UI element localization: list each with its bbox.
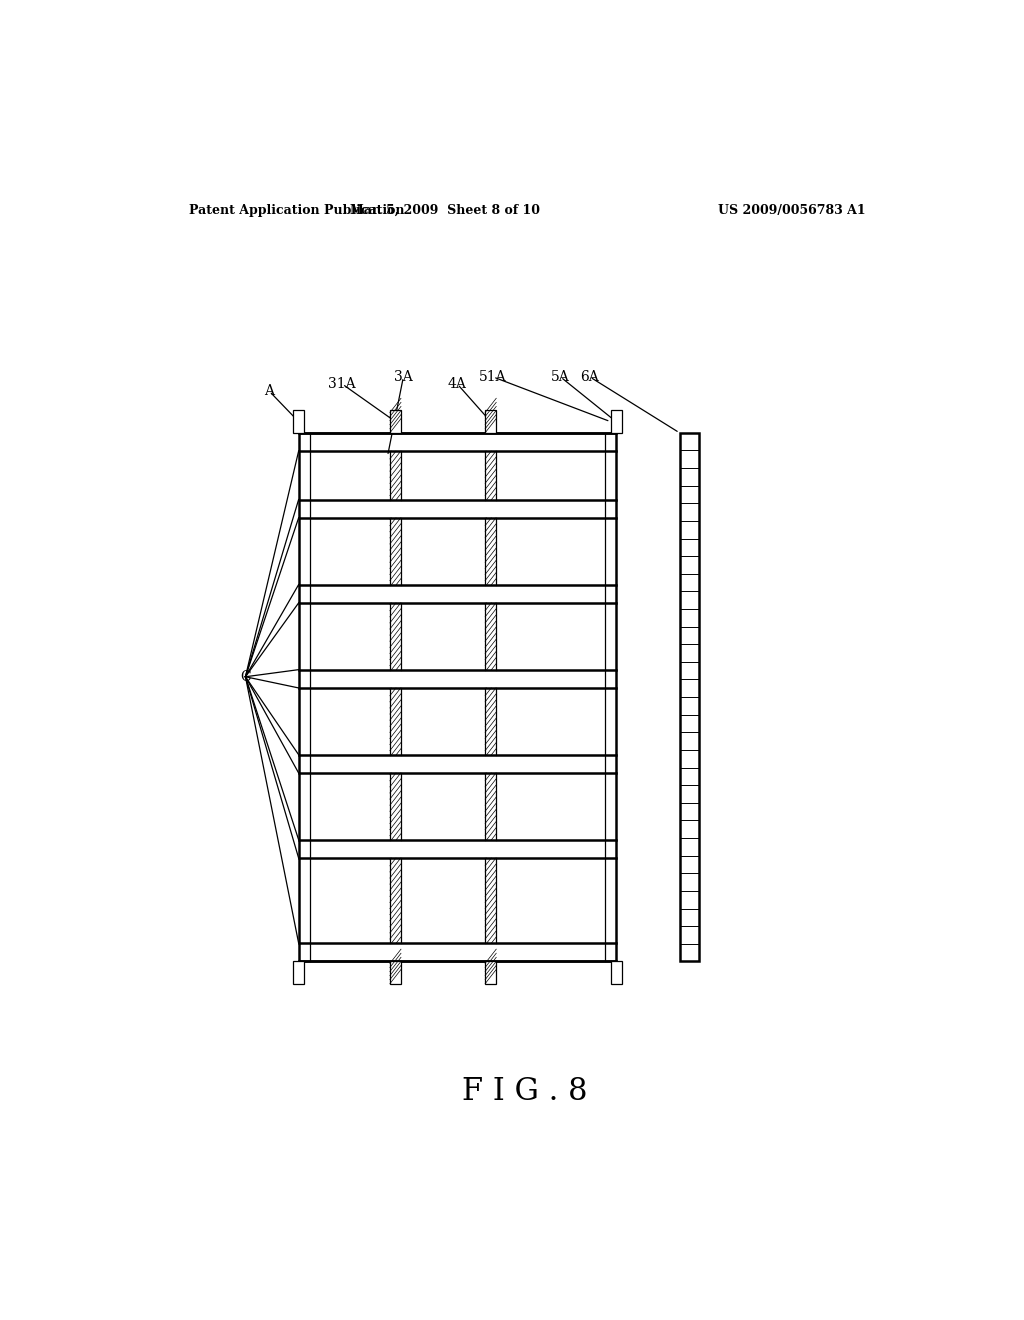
Bar — [390, 411, 401, 433]
Text: US 2009/0056783 A1: US 2009/0056783 A1 — [719, 205, 866, 216]
Text: 6A: 6A — [581, 370, 599, 384]
Text: 51A: 51A — [479, 370, 507, 384]
Text: 5A: 5A — [551, 370, 570, 384]
Text: 31A: 31A — [329, 378, 356, 391]
Bar — [610, 411, 622, 433]
Bar — [485, 961, 497, 983]
Bar — [485, 411, 497, 433]
Bar — [293, 411, 304, 433]
Bar — [610, 961, 622, 983]
Text: 3A: 3A — [394, 370, 413, 384]
Bar — [680, 433, 698, 961]
Text: C: C — [241, 669, 251, 684]
Bar — [390, 961, 401, 983]
Text: 4A: 4A — [447, 378, 467, 391]
Text: Patent Application Publication: Patent Application Publication — [189, 205, 404, 216]
Text: Mar. 5, 2009  Sheet 8 of 10: Mar. 5, 2009 Sheet 8 of 10 — [350, 205, 541, 216]
Text: F I G . 8: F I G . 8 — [462, 1076, 588, 1107]
Bar — [299, 433, 616, 961]
Bar — [293, 961, 304, 983]
Text: A: A — [264, 384, 274, 399]
